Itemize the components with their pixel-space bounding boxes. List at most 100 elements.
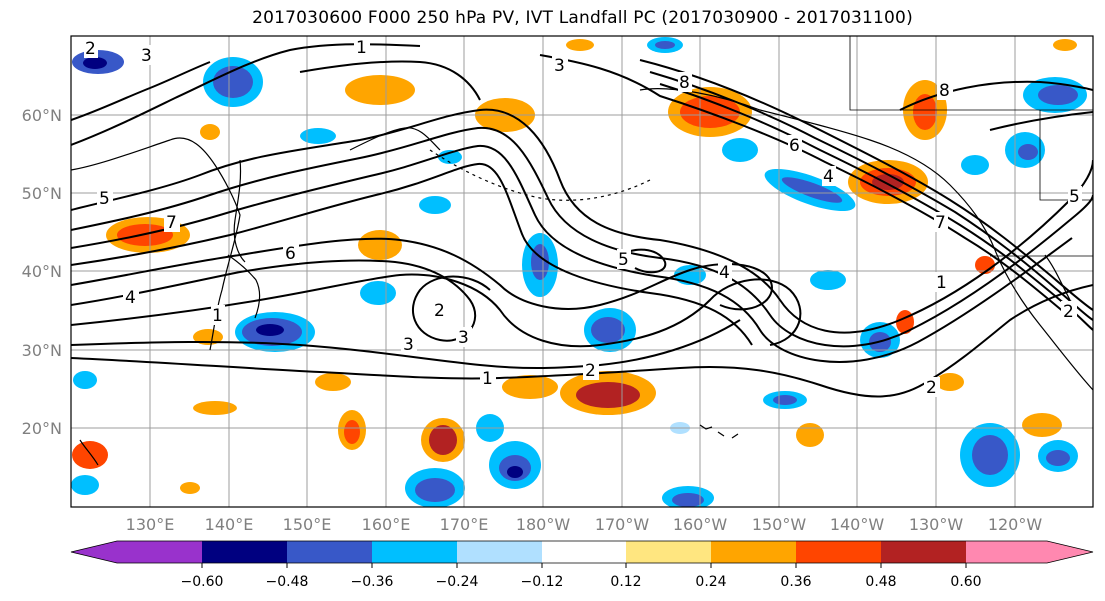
pc-contour-line bbox=[989, 111, 1093, 131]
contour-label: 7 bbox=[166, 213, 177, 233]
contour-label: 1 bbox=[936, 273, 947, 293]
contour-label: 1 bbox=[356, 38, 367, 58]
colorbar-tick-label: −0.24 bbox=[436, 574, 479, 590]
pv-negative-patch bbox=[73, 371, 97, 389]
contour-label: 5 bbox=[1069, 187, 1080, 207]
colorbar-segment bbox=[117, 541, 202, 563]
pv-negative-patch bbox=[1038, 85, 1078, 105]
contour-label: 2 bbox=[926, 378, 937, 398]
map-frame bbox=[70, 35, 1094, 508]
contour-label: 7 bbox=[935, 213, 946, 233]
pv-negative-patch bbox=[438, 150, 462, 164]
lon-label: 160°W bbox=[673, 515, 728, 534]
pc-contour-line bbox=[71, 284, 1093, 398]
pc-contour-line bbox=[899, 80, 1093, 111]
contour-label: 2 bbox=[585, 361, 596, 381]
pv-positive-patch bbox=[345, 75, 415, 105]
lon-label: 140°E bbox=[205, 515, 254, 534]
colorbar-tick-label: −0.12 bbox=[521, 574, 564, 590]
colorbar-segment bbox=[287, 541, 372, 563]
pv-negative-patch bbox=[961, 155, 989, 175]
pv-positive-patch bbox=[193, 401, 237, 415]
pv-positive-patch bbox=[193, 329, 223, 345]
colorbar-segment bbox=[542, 541, 626, 563]
pv-positive-patch bbox=[180, 482, 200, 494]
pc-contour-line bbox=[71, 126, 1093, 348]
contour-label: 6 bbox=[285, 244, 296, 264]
pv-positive-patch bbox=[344, 420, 360, 444]
pc-contour-line bbox=[71, 273, 802, 348]
contour-label: 4 bbox=[719, 263, 730, 283]
pv-negative-patch bbox=[722, 138, 758, 162]
lat-label: 20°N bbox=[22, 419, 62, 438]
lon-label: 120°W bbox=[988, 515, 1043, 534]
pv-positive-patch bbox=[502, 375, 558, 399]
pc-contour-line bbox=[659, 83, 1093, 331]
pv-negative-patch bbox=[972, 435, 1008, 475]
pv-negative-patch bbox=[213, 66, 253, 98]
colorbar-tick-label: 0.12 bbox=[610, 574, 641, 590]
pv-positive-patch bbox=[576, 382, 640, 408]
colorbar-segment bbox=[711, 541, 796, 563]
contour-label: 8 bbox=[939, 81, 950, 101]
colorbar-frame bbox=[70, 540, 1094, 564]
pv-positive-patch bbox=[913, 94, 937, 130]
colorbar-segment bbox=[457, 541, 542, 563]
pc-contour-line bbox=[71, 259, 491, 342]
contour-label: 2 bbox=[85, 39, 96, 59]
lat-label: 30°N bbox=[22, 341, 62, 360]
pv-positive-patch bbox=[1053, 39, 1077, 51]
contour-label: 3 bbox=[554, 56, 565, 76]
contour-label: 5 bbox=[99, 189, 110, 209]
pv-positive-patch bbox=[200, 124, 220, 140]
pv-positive-patch bbox=[936, 373, 964, 391]
lat-label: 60°N bbox=[22, 106, 62, 125]
pv-positive-patch bbox=[315, 373, 351, 391]
pc-contour-line bbox=[539, 54, 1066, 314]
negative-anomaly-shading bbox=[71, 37, 1087, 507]
lon-label: 140°W bbox=[830, 515, 885, 534]
pc-contour-line bbox=[71, 108, 1093, 334]
asia-coast bbox=[71, 137, 241, 351]
pc-contour-line bbox=[619, 248, 667, 274]
contour-label: 2 bbox=[1063, 302, 1074, 322]
colorbar: −0.60 −0.48 −0.36 −0.24 −0.12 0.12 0.24 … bbox=[70, 540, 1094, 590]
pc-contour-line bbox=[299, 60, 481, 101]
pc-contour-line bbox=[71, 319, 741, 370]
pv-negative-patch bbox=[781, 177, 843, 203]
lon-label: 130°E bbox=[126, 515, 175, 534]
colorbar-segment bbox=[966, 541, 1047, 563]
pv-negative-patch bbox=[1046, 450, 1070, 466]
lat-label: 50°N bbox=[22, 184, 62, 203]
colorbar-tick-label: 0.36 bbox=[780, 574, 811, 590]
contour-label: 1 bbox=[212, 306, 223, 326]
pc-contour-line bbox=[71, 144, 1073, 363]
contour-label: 3 bbox=[403, 335, 414, 355]
contour-label: 3 bbox=[458, 328, 469, 348]
pv-negative-patch bbox=[415, 478, 455, 502]
pc-contour-line bbox=[649, 71, 1093, 321]
pv-positive-patch bbox=[566, 39, 594, 51]
colorbar-tick-label: −0.60 bbox=[181, 574, 224, 590]
colorbar-tick-label: 0.48 bbox=[865, 574, 896, 590]
pc-contour-line bbox=[71, 237, 773, 311]
colorbar-segment bbox=[372, 541, 457, 563]
contour-label: 4 bbox=[823, 167, 834, 187]
pv-positive-patch bbox=[1022, 413, 1062, 437]
colorbar-tick-label: −0.36 bbox=[351, 574, 394, 590]
colorbar-tick-label: 0.24 bbox=[695, 574, 726, 590]
latitude-labels: 60°N 50°N 40°N 30°N 20°N bbox=[22, 106, 62, 438]
colorbar-extend-high bbox=[1047, 541, 1093, 563]
contour-labels: 1 3 5 7 6 4 2 3 3 1 2 bbox=[84, 37, 1082, 398]
lon-label: 180°W bbox=[516, 515, 571, 534]
lon-label: 150°E bbox=[283, 515, 332, 534]
pv-negative-patch bbox=[71, 475, 99, 495]
contour-label: 8 bbox=[679, 73, 690, 93]
pv-negative-patch bbox=[773, 395, 797, 405]
pv-positive-patch bbox=[796, 423, 824, 447]
colorbar-segment bbox=[202, 541, 287, 563]
contour-label: 1 bbox=[482, 369, 493, 389]
baja-coast bbox=[1044, 254, 1071, 301]
colorbar-segment bbox=[796, 541, 881, 563]
